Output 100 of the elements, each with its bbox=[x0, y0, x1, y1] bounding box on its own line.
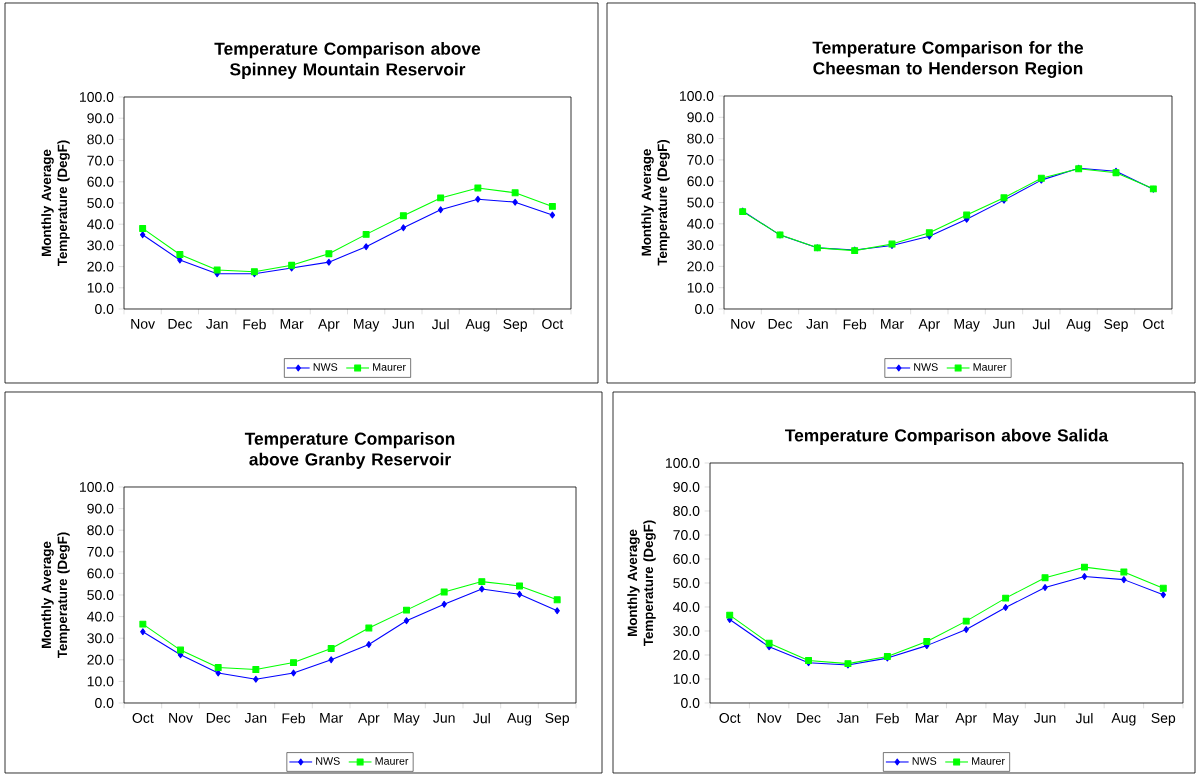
x-tick-label: Feb bbox=[282, 713, 305, 724]
y-tick-label: 50.0 bbox=[687, 197, 714, 208]
x-tick-label: Jun bbox=[992, 319, 1015, 329]
y-tick-label: 50.0 bbox=[87, 198, 114, 208]
x-tick-label: May bbox=[993, 713, 1019, 726]
x-tick-label: Dec bbox=[797, 713, 821, 723]
x-tick-label: Jul bbox=[1032, 319, 1050, 330]
legend-label: NWS bbox=[313, 363, 338, 371]
y-tick-label: 80.0 bbox=[87, 134, 114, 145]
y-tick-label: 90.0 bbox=[87, 503, 114, 514]
y-tick-label: 60.0 bbox=[87, 176, 114, 187]
chart-title: Temperature Comparison for the Cheesman to Henderson Region bbox=[812, 41, 1084, 78]
chart-title: Temperature Comparison above Granby Reservoir bbox=[244, 432, 455, 469]
x-tick-label: Jan bbox=[244, 713, 267, 723]
x-tick-label: Aug bbox=[507, 713, 532, 726]
y-tick-label: 70.0 bbox=[687, 154, 714, 165]
y-tick-label: 60.0 bbox=[687, 176, 714, 187]
y-tick-label: 80.0 bbox=[87, 525, 114, 536]
x-tick-label: Apr bbox=[357, 713, 380, 726]
y-tick-label: 10.0 bbox=[687, 282, 714, 293]
x-tick-label: Jun bbox=[392, 319, 414, 329]
x-tick-label: Jul bbox=[431, 319, 449, 330]
x-tick-label: Oct bbox=[719, 713, 741, 723]
y-tick-label: 40.0 bbox=[673, 602, 700, 612]
legend-label: Maurer bbox=[375, 757, 409, 765]
x-tick-label: Feb bbox=[876, 713, 899, 724]
legend-label: Maurer bbox=[972, 757, 1005, 765]
x-tick-label: Nov bbox=[131, 319, 156, 329]
x-tick-label: Mar bbox=[915, 713, 939, 723]
x-tick-label: Aug bbox=[1066, 319, 1091, 332]
x-tick-label: Mar bbox=[280, 319, 304, 329]
legend-label: NWS bbox=[914, 363, 938, 371]
chart-title: Temperature Comparison above Spinney Mountain Reservoir bbox=[214, 42, 481, 79]
legend-label: NWS bbox=[316, 757, 340, 765]
x-tick-label: Oct bbox=[542, 319, 564, 329]
chart-title: Temperature Comparison above Salida bbox=[785, 428, 1109, 445]
y-tick-label: 0.0 bbox=[95, 304, 114, 314]
y-tick-label: 60.0 bbox=[673, 554, 700, 564]
x-tick-label: May bbox=[954, 319, 980, 332]
x-tick-label: Dec bbox=[768, 319, 793, 329]
x-tick-label: Nov bbox=[731, 319, 756, 329]
x-tick-label: Apr bbox=[955, 713, 977, 726]
legend-label: Maurer bbox=[373, 363, 406, 371]
x-tick-label: Jul bbox=[1075, 713, 1093, 724]
y-tick-label: 30.0 bbox=[87, 240, 114, 251]
x-tick-label: Jan bbox=[836, 713, 859, 723]
y-tick-label: 20.0 bbox=[87, 261, 114, 272]
x-tick-label: Aug bbox=[1111, 713, 1136, 726]
y-axis-title: Monthly Average Temperature (DegF) bbox=[41, 532, 70, 659]
y-tick-label: 100.0 bbox=[665, 458, 700, 468]
x-tick-label: May bbox=[394, 713, 420, 726]
legend-label: Maurer bbox=[973, 363, 1007, 371]
x-tick-label: Sep bbox=[545, 713, 570, 726]
y-tick-label: 90.0 bbox=[687, 112, 714, 123]
y-tick-label: 10.0 bbox=[673, 674, 700, 684]
y-tick-label: 10.0 bbox=[87, 676, 114, 687]
x-tick-label: Oct bbox=[1143, 319, 1165, 329]
y-tick-label: 20.0 bbox=[673, 650, 700, 660]
legend-label: NWS bbox=[912, 757, 937, 765]
y-tick-label: 40.0 bbox=[87, 219, 114, 230]
x-tick-label: Jan bbox=[806, 319, 828, 329]
y-tick-label: 20.0 bbox=[687, 261, 714, 272]
y-tick-label: 10.0 bbox=[87, 282, 114, 293]
y-tick-label: 70.0 bbox=[673, 530, 700, 540]
y-tick-label: 0.0 bbox=[695, 304, 714, 314]
y-tick-label: 70.0 bbox=[87, 155, 114, 166]
x-tick-label: Jun bbox=[433, 713, 455, 723]
y-tick-label: 70.0 bbox=[87, 546, 114, 557]
y-tick-label: 0.0 bbox=[681, 698, 700, 708]
x-tick-label: Sep bbox=[1104, 319, 1128, 332]
y-axis-title: Monthly Average Temperature (DegF) bbox=[641, 139, 670, 266]
x-tick-label: Oct bbox=[132, 713, 154, 723]
x-tick-label: Dec bbox=[168, 319, 192, 329]
y-tick-label: 0.0 bbox=[95, 698, 114, 708]
y-tick-label: 80.0 bbox=[687, 133, 714, 144]
x-tick-label: Jan bbox=[206, 319, 228, 329]
y-tick-label: 20.0 bbox=[87, 654, 114, 665]
y-tick-label: 100.0 bbox=[80, 482, 114, 492]
y-tick-label: 40.0 bbox=[687, 218, 714, 229]
x-tick-label: Nov bbox=[757, 713, 782, 723]
y-axis-title: Monthly Average Temperature (DegF) bbox=[41, 140, 70, 267]
y-tick-label: 100.0 bbox=[80, 92, 114, 102]
y-tick-label: 50.0 bbox=[87, 590, 114, 600]
y-tick-label: 30.0 bbox=[687, 240, 714, 251]
y-tick-label: 40.0 bbox=[87, 611, 114, 622]
x-tick-label: Sep bbox=[1151, 713, 1176, 726]
x-tick-label: Jun bbox=[1033, 713, 1056, 723]
y-tick-label: 80.0 bbox=[673, 506, 700, 516]
x-tick-label: Apr bbox=[918, 319, 940, 332]
x-tick-label: Mar bbox=[881, 319, 904, 329]
x-tick-label: Apr bbox=[318, 319, 340, 332]
y-tick-label: 30.0 bbox=[673, 626, 700, 636]
x-tick-label: Nov bbox=[169, 713, 193, 723]
x-tick-label: Jul bbox=[473, 713, 490, 724]
x-tick-label: Sep bbox=[503, 319, 527, 332]
x-tick-label: Feb bbox=[843, 319, 867, 330]
x-tick-label: Dec bbox=[206, 713, 231, 723]
y-tick-label: 90.0 bbox=[87, 113, 114, 124]
x-tick-label: May bbox=[354, 319, 380, 332]
x-tick-label: Feb bbox=[243, 319, 266, 330]
